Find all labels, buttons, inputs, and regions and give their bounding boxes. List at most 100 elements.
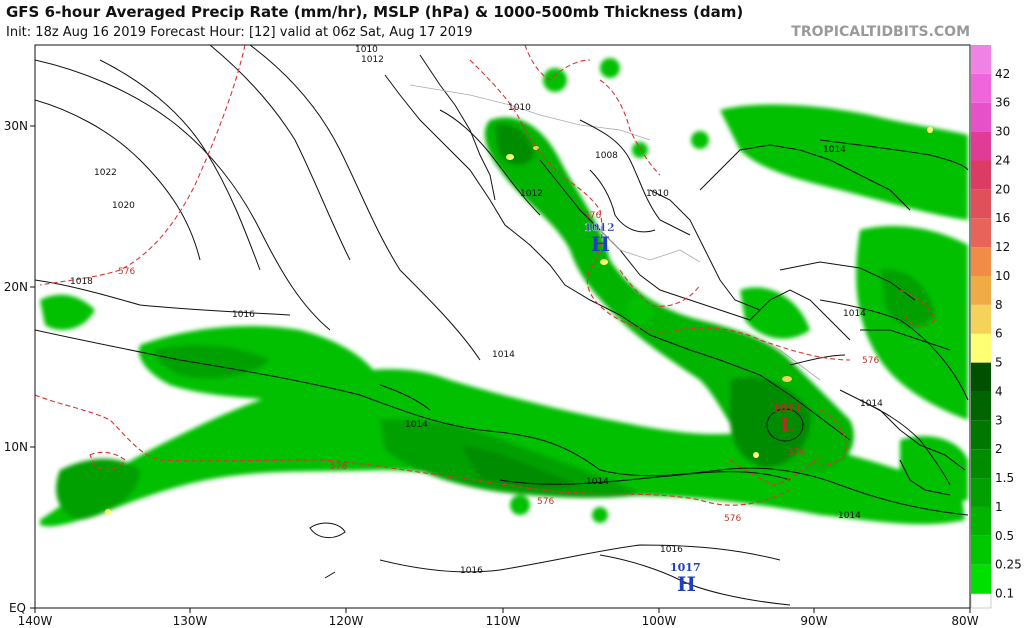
isobar-label: 1016 (460, 566, 483, 576)
low-value: 1011 (772, 402, 803, 415)
lon-axis (34, 608, 971, 613)
lon-tick-label: 90W (800, 614, 827, 628)
colorbar-segment (971, 564, 991, 594)
colorbar: 0.1 0.25 0.5 1 1.5 2 3 4 5 6 8 10 12 16 20 24 30 36 42 (970, 45, 1022, 609)
colorbar-segment (971, 535, 991, 565)
high-center-mexico: 1012 H (584, 221, 615, 256)
map-subtitle: Init: 18z Aug 16 2019 Forecast Hour: [12… (6, 25, 473, 40)
thickness-label: 576 (584, 211, 601, 221)
colorbar-label: 42 (995, 67, 1010, 81)
source-credit: TROPICALTIDBITS.COM (791, 24, 970, 40)
colorbar-label: 24 (995, 153, 1010, 167)
high-center-pacific: 1017 H (670, 561, 701, 596)
colorbar-label: 4 (995, 384, 1003, 398)
heavy-precip-cells (105, 127, 933, 515)
colorbar-label: 0.25 (995, 558, 1022, 572)
thickness-label: 576 (862, 356, 879, 366)
colorbar-segment (971, 478, 991, 507)
lat-axis (30, 125, 35, 609)
colorbar-segment (971, 362, 991, 392)
lon-tick-label: 120W (329, 614, 364, 628)
isobar-label: 1012 (361, 55, 384, 65)
isobar-label: 1010 (508, 103, 531, 113)
colorbar-segment (971, 391, 991, 421)
thickness-label: 576 (537, 497, 554, 507)
thickness-label: 576 (724, 514, 741, 524)
colorbar-label: 0.1 (995, 587, 1014, 601)
lon-tick-label: 130W (173, 614, 208, 628)
colorbar-segment (971, 420, 991, 450)
colorbar-label: 6 (995, 327, 1003, 341)
colorbar-label: 16 (995, 211, 1010, 225)
lat-tick-labels: 30N 20N 10N EQ (4, 119, 28, 615)
lat-tick-label: EQ (9, 601, 26, 615)
low-center-guatemala: 1011 L (772, 402, 803, 437)
colorbar-segment (971, 247, 991, 276)
colorbar-label: 12 (995, 240, 1010, 254)
isobar-label: 1014 (405, 420, 428, 430)
colorbar-segment (971, 160, 991, 190)
thickness-labels: 576 576 576 576 576 576 576 (118, 211, 879, 524)
lon-tick-label: 110W (486, 614, 521, 628)
colorbar-label: 3 (995, 413, 1003, 427)
lat-tick-label: 20N (4, 280, 28, 294)
colorbar-segment (971, 131, 991, 161)
isobar-label: 1014 (860, 399, 883, 409)
high-letter: H (677, 572, 696, 596)
isobar-label: 1018 (70, 277, 93, 287)
colorbar-label: 8 (995, 298, 1003, 312)
isobar-label: 1012 (520, 189, 543, 199)
lon-tick-label: 80W (951, 614, 978, 628)
isobar-labels: 1010 1012 1022 1020 1018 1016 1014 1010 … (70, 45, 883, 576)
thickness-label: 576 (330, 462, 347, 472)
coastlines (309, 54, 966, 579)
thickness-576 (35, 45, 936, 506)
colorbar-segment (971, 506, 991, 536)
colorbar-segment (971, 45, 991, 74)
isobar-label: 1014 (823, 145, 846, 155)
isobars (35, 45, 969, 606)
colorbar-segment (970, 593, 992, 609)
lon-tick-label: 100W (642, 614, 677, 628)
colorbar-label: 2 (995, 442, 1003, 456)
lat-tick-label: 10N (4, 440, 28, 454)
colorbar-segment (971, 449, 991, 479)
lat-tick-label: 30N (4, 119, 28, 133)
isobar-label: 1016 (660, 545, 683, 555)
lon-tick-labels: 140W 130W 120W 110W 100W 90W 80W (18, 614, 979, 628)
colorbar-segment (971, 189, 991, 219)
isobar-label: 1014 (838, 511, 861, 521)
high-value: 1017 (670, 561, 701, 574)
high-value: 1012 (584, 221, 615, 234)
colorbar-label: 1.5 (995, 471, 1014, 485)
isobar-label: 1010 (355, 45, 378, 55)
isobar-label: 1014 (843, 309, 866, 319)
lon-tick-label: 140W (18, 614, 53, 628)
colorbar-label: 36 (995, 96, 1010, 110)
colorbar-label: 30 (995, 125, 1010, 139)
colorbar-segment (971, 73, 991, 103)
borders (409, 84, 821, 381)
colorbar-segment (971, 218, 991, 248)
colorbar-label: 1 (995, 500, 1003, 514)
colorbar-segment (971, 333, 991, 363)
colorbar-label: 10 (995, 269, 1010, 283)
colorbar-segment (971, 275, 991, 305)
high-letter: H (591, 232, 610, 256)
isobar-label: 1022 (94, 168, 117, 178)
colorbar-segment (971, 304, 991, 334)
colorbar-label: 5 (995, 356, 1003, 370)
isobar-label: 1010 (646, 189, 669, 199)
low-letter: L (780, 413, 794, 437)
isobar-label: 1014 (492, 350, 515, 360)
map-title: GFS 6-hour Averaged Precip Rate (mm/hr),… (6, 3, 744, 21)
isobar-label: 1016 (232, 310, 255, 320)
thickness-label: 576 (788, 448, 805, 458)
isobar-label: 1008 (595, 151, 618, 161)
isobar-label: 1014 (586, 477, 609, 487)
isobar-label: 1020 (112, 201, 135, 211)
colorbar-segment (971, 102, 991, 132)
thickness-label: 576 (118, 267, 135, 277)
colorbar-label: 20 (995, 182, 1010, 196)
